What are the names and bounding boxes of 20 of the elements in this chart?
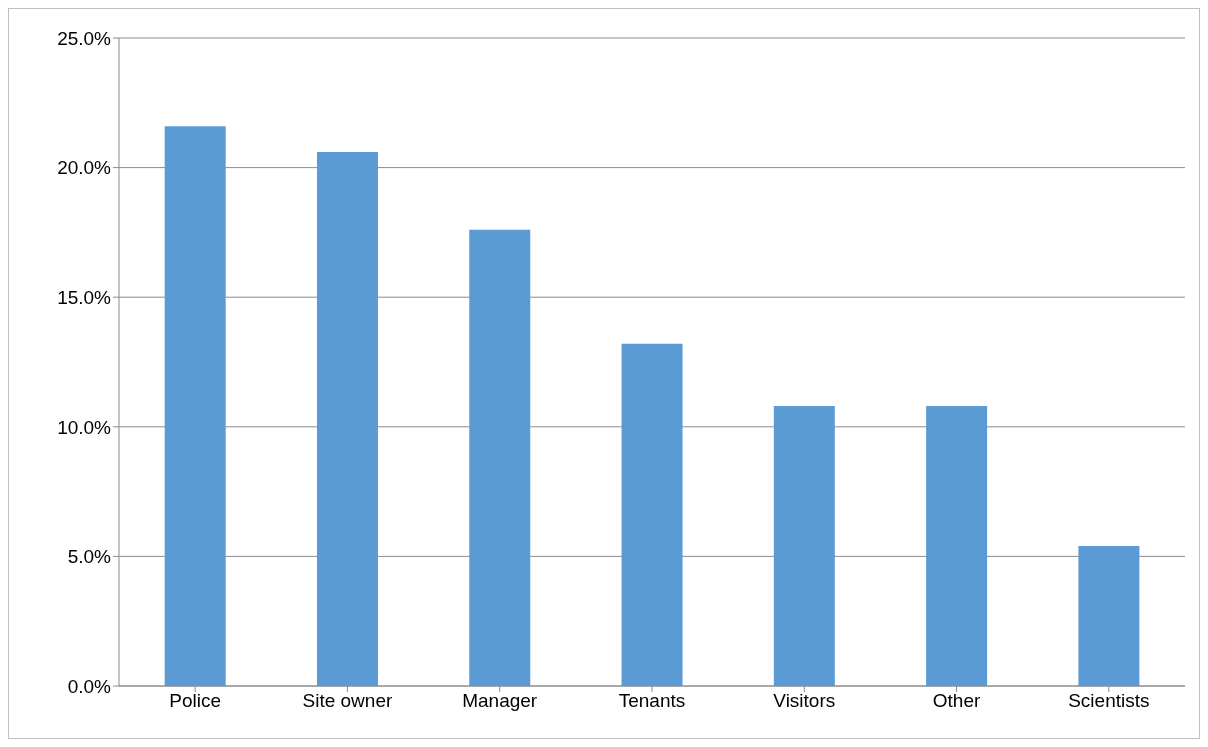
x-tick-label: Site owner bbox=[302, 690, 393, 712]
x-tick-label: Police bbox=[169, 690, 222, 712]
bar bbox=[773, 406, 835, 686]
bar bbox=[469, 229, 531, 686]
x-tick-label: Scientists bbox=[1068, 690, 1150, 712]
x-tick-label: Visitors bbox=[773, 690, 836, 712]
y-tick-label: 20.0% bbox=[57, 157, 112, 179]
y-tick-label: 10.0% bbox=[57, 416, 112, 438]
x-tick-label: Manager bbox=[462, 690, 538, 712]
bar bbox=[316, 152, 378, 686]
x-tick-label: Other bbox=[932, 690, 981, 712]
bar bbox=[164, 126, 226, 686]
bar bbox=[621, 343, 683, 686]
x-tick-label: Tenants bbox=[618, 690, 686, 712]
bar bbox=[926, 406, 988, 686]
y-tick-label: 15.0% bbox=[57, 286, 112, 308]
y-tick-label: 0.0% bbox=[67, 675, 112, 697]
y-tick-label: 5.0% bbox=[67, 546, 112, 568]
y-tick-label: 25.0% bbox=[57, 27, 112, 49]
bar bbox=[1078, 546, 1140, 686]
